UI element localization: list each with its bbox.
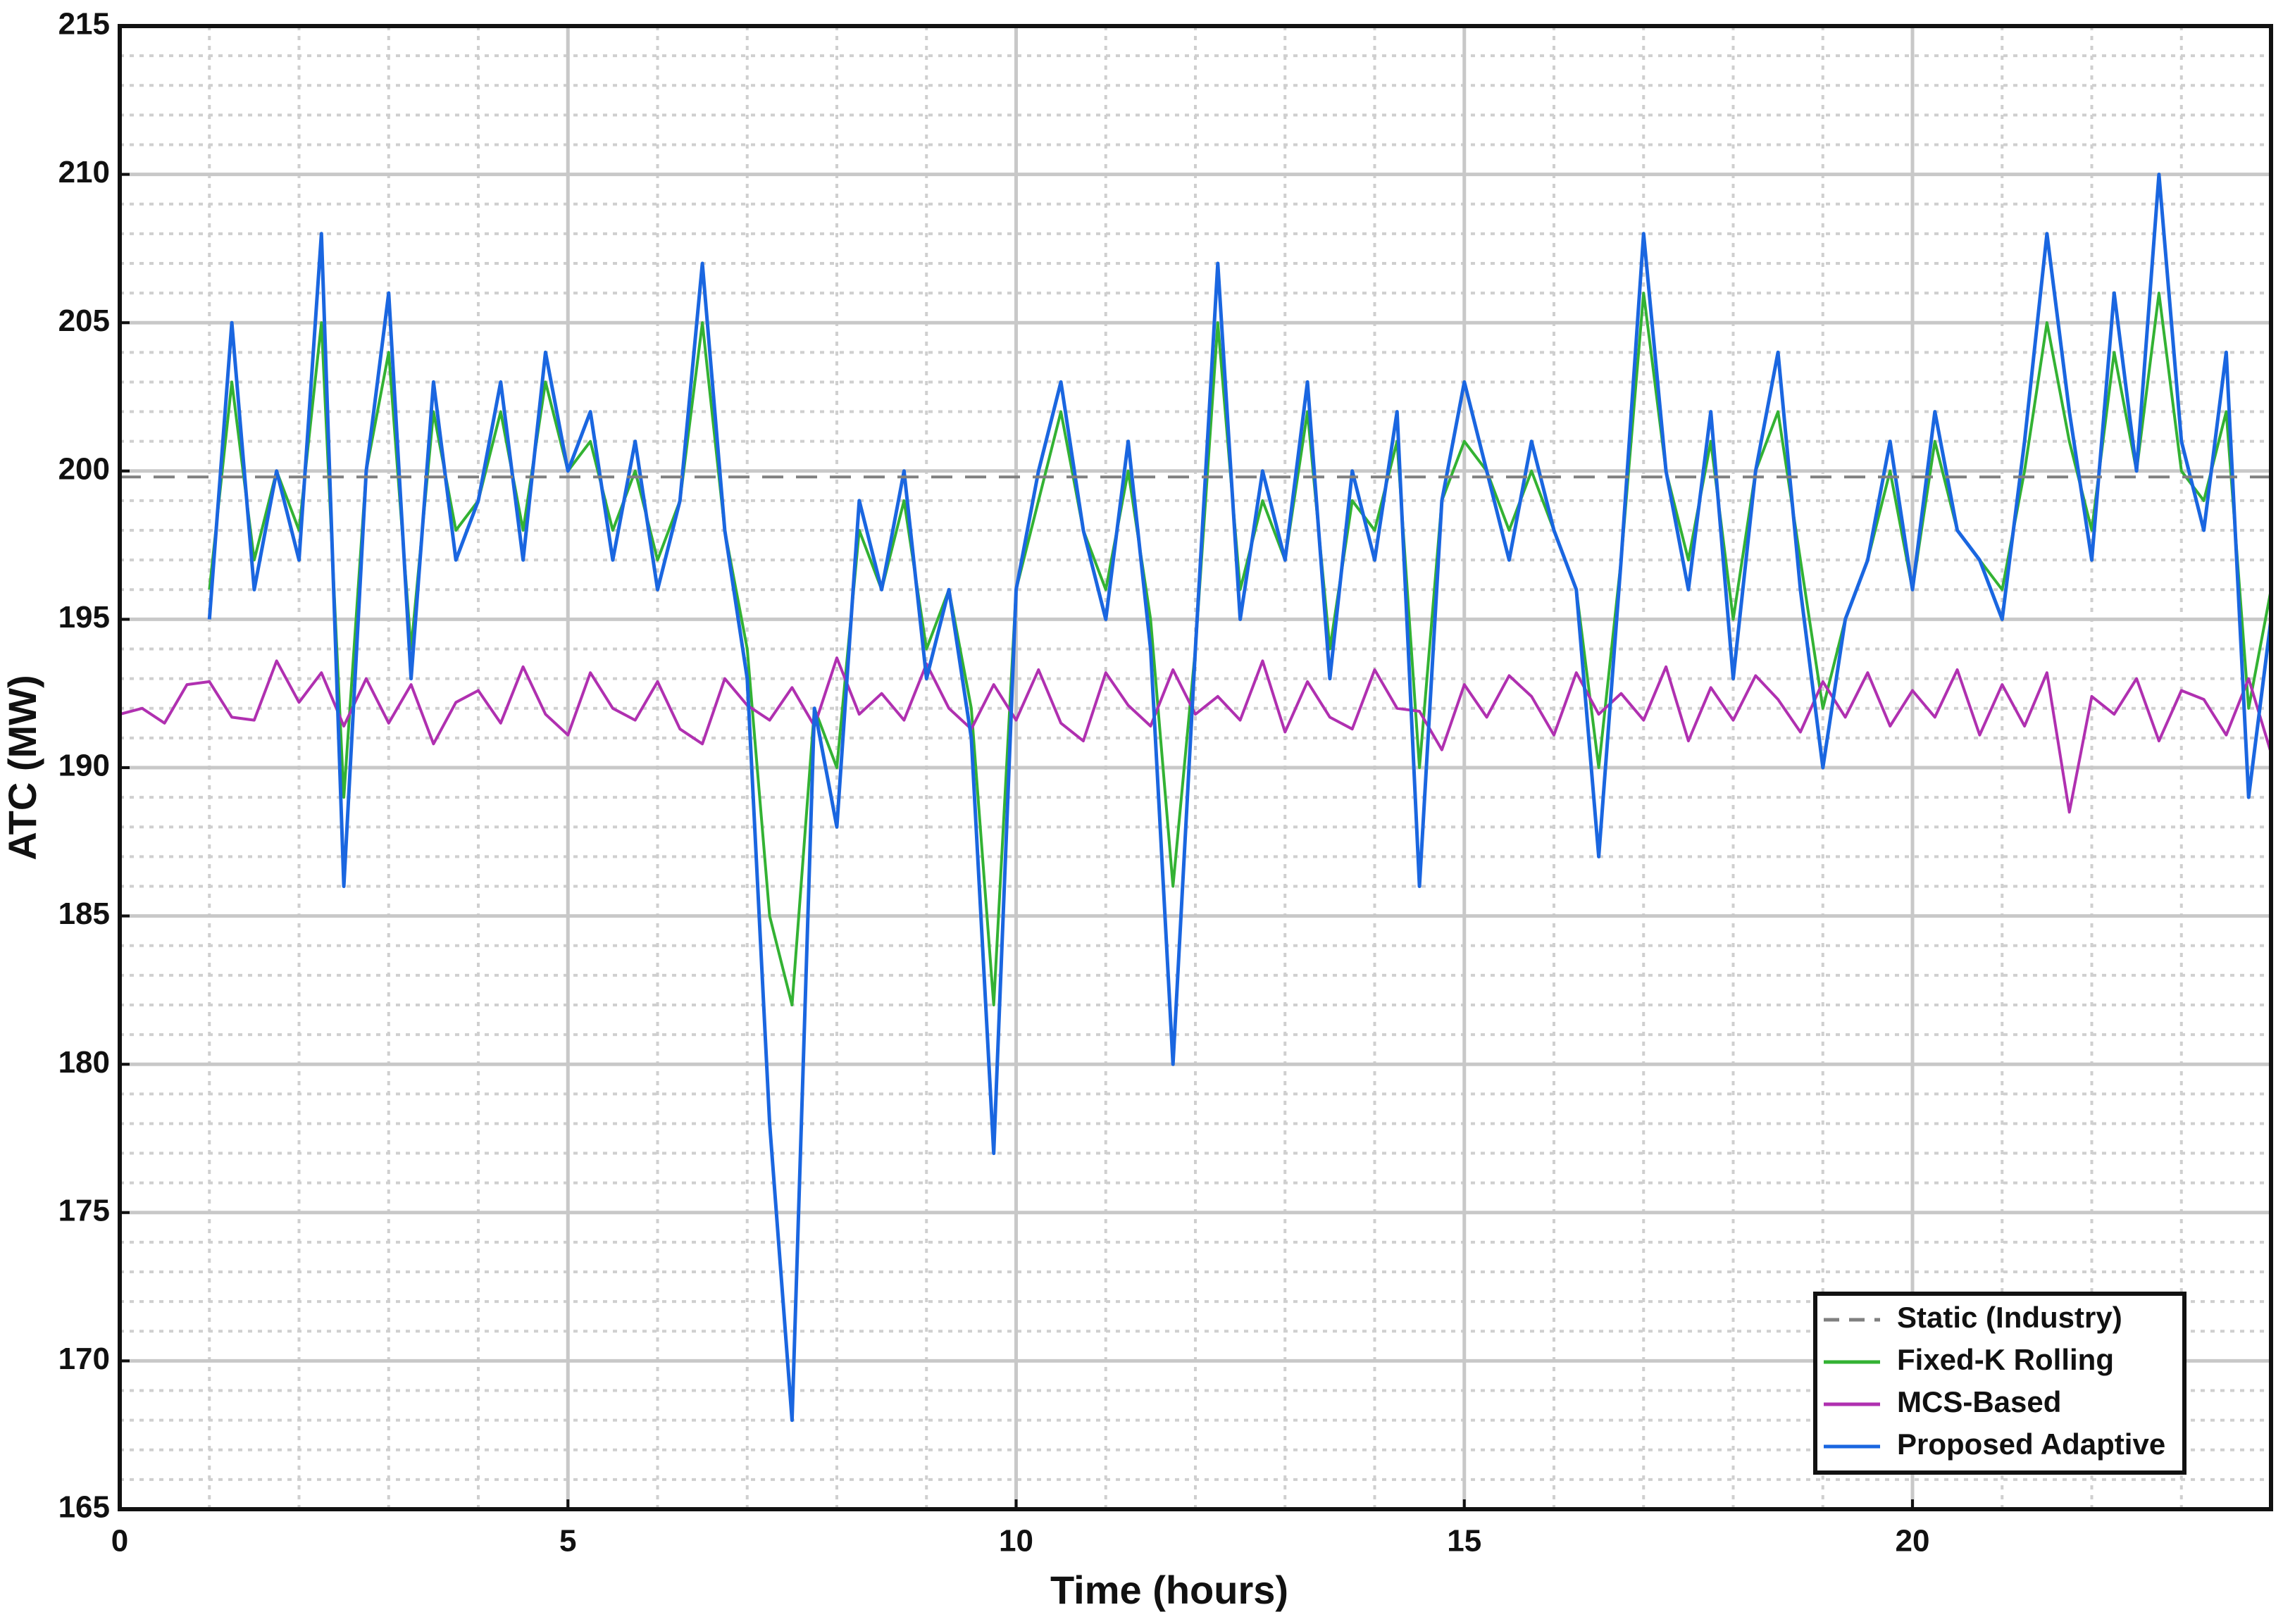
y-tick-label: 165: [58, 1490, 110, 1525]
y-axis-label: ATC (MW): [0, 675, 44, 860]
y-tick-label: 185: [58, 897, 110, 931]
x-tick-label: 20: [1896, 1524, 1930, 1559]
series-line: [208, 292, 2272, 1006]
y-tick-label: 200: [58, 451, 110, 486]
legend-box: [1813, 1292, 2186, 1475]
y-tick-label: 190: [58, 749, 110, 783]
series-line: [119, 656, 2272, 814]
x-tick-label: 0: [111, 1524, 128, 1559]
legend-label: Fixed-K Rolling: [1897, 1343, 2114, 1376]
legend-label: MCS-Based: [1897, 1385, 2061, 1418]
x-tick-label: 5: [559, 1524, 576, 1559]
x-tick-label: 15: [1447, 1524, 1481, 1559]
legend: Static (Industry) Fixed-K Rolling MCS-Base…: [1813, 1292, 2186, 1475]
y-tick-label: 175: [58, 1193, 110, 1228]
y-tick-label: 180: [58, 1045, 110, 1080]
y-tick-label: 170: [58, 1342, 110, 1376]
legend-label: Proposed Adaptive: [1897, 1428, 2165, 1461]
y-tick-label: 205: [58, 304, 110, 338]
plot-frame: [118, 24, 2273, 1511]
series-line: [207, 173, 2273, 1423]
x-tick-label: 10: [999, 1524, 1033, 1559]
y-tick-label: 210: [58, 155, 110, 189]
legend-label: Static (Industry): [1897, 1301, 2122, 1334]
y-tick-label: 215: [58, 7, 110, 42]
x-axis-label: Time (hours): [1050, 1568, 1288, 1612]
y-tick-label: 195: [58, 600, 110, 635]
